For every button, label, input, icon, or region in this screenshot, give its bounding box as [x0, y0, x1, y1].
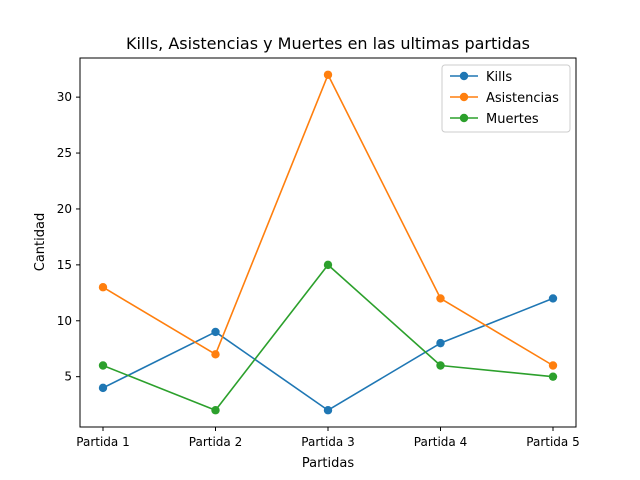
x-tick-label: Partida 3 — [301, 435, 354, 449]
data-point — [211, 406, 220, 415]
y-tick-label: 30 — [57, 90, 72, 104]
x-tick-label: Partida 4 — [414, 435, 467, 449]
data-point — [323, 406, 333, 415]
legend-item: Muertes — [450, 112, 539, 127]
data-point — [211, 327, 220, 337]
data-point — [436, 361, 445, 370]
series-line — [102, 264, 554, 412]
series-asistencias — [98, 70, 558, 370]
x-tick-label: Partida 5 — [526, 435, 579, 449]
y-tick-label: 15 — [57, 258, 72, 272]
x-tick-label: Partida 1 — [76, 435, 129, 449]
data-point — [98, 283, 108, 292]
y-tick-label: 20 — [57, 202, 72, 216]
legend: Kills Asistencias Muertes — [441, 64, 571, 133]
data-point — [323, 70, 333, 79]
legend-label: Kills — [486, 70, 512, 85]
data-point — [323, 260, 333, 270]
y-axis: 5 10 15 20 25 30 — [57, 90, 80, 384]
y-tick-label: 10 — [57, 314, 72, 328]
data-point — [436, 338, 445, 348]
legend-label: Asistencias — [486, 91, 559, 106]
chart-title: Kills, Asistencias y Muertes en las ulti… — [126, 34, 530, 53]
series-layer — [98, 70, 558, 415]
data-point — [548, 361, 558, 370]
y-axis-label: Cantidad — [33, 213, 48, 271]
legend-marker — [459, 71, 469, 81]
x-axis: Partida 1 Partida 2 Partida 3 Partida 4 Part… — [76, 427, 580, 449]
data-point — [211, 350, 220, 359]
series-line — [102, 297, 554, 412]
series-muertes — [98, 260, 558, 415]
legend-frame — [441, 64, 571, 133]
x-tick-label: Partida 2 — [189, 435, 242, 449]
data-point — [98, 383, 108, 393]
legend-label: Muertes — [486, 112, 539, 127]
series-kills — [98, 294, 558, 415]
legend-item: Kills — [450, 70, 512, 85]
legend-item: Asistencias — [450, 91, 559, 106]
x-axis-label: Partidas — [302, 456, 354, 471]
data-point — [98, 361, 108, 370]
data-point — [436, 294, 445, 303]
legend-marker — [459, 113, 469, 123]
data-point — [548, 294, 558, 303]
legend-marker — [459, 92, 469, 102]
data-point — [548, 372, 558, 381]
y-tick-label: 25 — [57, 146, 72, 160]
y-tick-label: 5 — [64, 370, 72, 384]
